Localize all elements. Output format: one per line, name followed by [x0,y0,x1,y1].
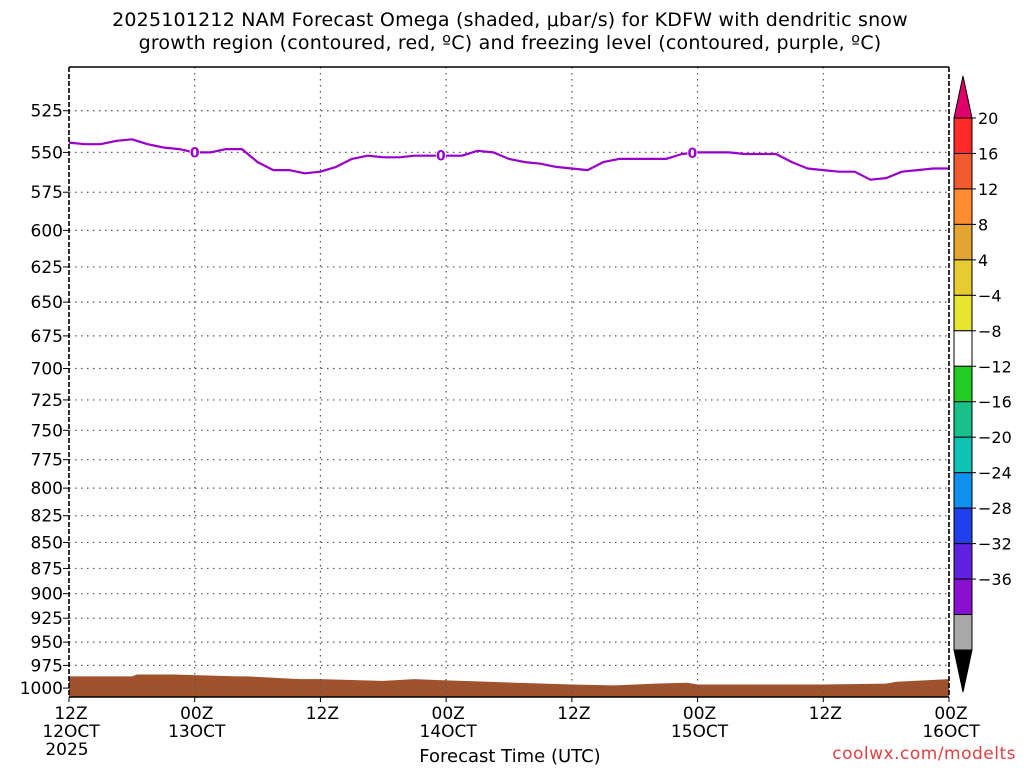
x-tick-date-label: 16OCT [922,722,980,742]
colorbar-label: 8 [978,215,988,234]
colorbar-segment [953,401,973,438]
colorbar-label: 16 [978,144,998,163]
y-tick-label: 550 [31,143,63,163]
colorbar-segment [953,294,973,332]
colorbar-segment [953,578,973,616]
colorbar-segment [953,152,973,190]
y-tick-label: 700 [31,359,63,379]
y-tick-label: 600 [31,221,63,241]
colorbar-segment [953,259,973,296]
x-tick-date-label: 13OCT [168,722,226,742]
colorbar-segment [953,188,973,225]
colorbar-segment [953,614,973,651]
y-tick-label: 1000 [20,679,63,699]
colorbar-segment [953,543,973,580]
colorbar-label: 4 [978,251,988,270]
colorbar-label: −36 [978,570,1012,589]
chart-title-line-2: growth region (contoured, red, ºC) and f… [138,32,882,54]
colorbar-top-arrow [953,75,973,119]
x-tick-date-label: 15OCT [671,722,729,742]
x-tick-label: 00Z [934,704,967,724]
colorbar-bottom-arrow [953,649,973,693]
y-tick-label: 825 [31,507,63,527]
y-tick-label: 525 [31,102,63,122]
y-tick-label: 875 [31,559,63,579]
contour-label-bg [687,144,698,159]
y-tick-label: 925 [31,609,63,629]
y-tick-label: 950 [31,633,63,653]
colorbar-segment [953,507,973,545]
x-tick-year-label: 2025 [45,740,88,760]
colorbar-label: −16 [978,393,1012,412]
contour-label: 0 [436,149,446,165]
y-tick-label: 800 [31,479,63,499]
y-tick-label: 850 [31,533,63,553]
y-tick-label: 900 [31,585,63,605]
colorbar-label: −12 [978,357,1012,376]
contour-label-bg [189,144,200,159]
colorbar-label: 12 [978,180,998,199]
chart-title-line-1: 2025101212 NAM Forecast Omega (shaded, μ… [112,9,908,31]
x-tick-date-label: 14OCT [420,722,478,742]
x-tick-date-label: 12OCT [42,722,100,742]
y-tick-label: 975 [31,656,63,676]
y-tick-label: 575 [31,183,63,203]
colorbar-segment [953,117,973,154]
colorbar-label: −28 [978,499,1012,518]
x-tick-label: 00Z [683,704,716,724]
freezing-level-contour [68,138,949,181]
x-tick-label: 12Z [809,704,842,724]
x-tick-label: 12Z [306,704,339,724]
colorbar-segment [953,330,973,367]
y-tick-label: 775 [31,451,63,471]
x-tick-label: 12Z [557,704,590,724]
colorbar-segment [953,472,973,509]
colorbar-label: −24 [978,464,1012,483]
colorbar-label: −4 [978,286,1002,305]
colorbar-label: 20 [978,109,998,128]
x-tick-label: 12Z [54,704,87,724]
contour-label-bg [435,147,446,162]
terrain-surface [69,674,949,697]
colorbar-segment [953,365,973,403]
contour-label: 0 [687,146,697,162]
y-tick-label: 675 [31,327,63,347]
y-tick-label: 625 [31,258,63,278]
x-axis-label: Forecast Time (UTC) [419,746,601,767]
x-tick-label: 00Z [432,704,465,724]
colorbar-segment [953,436,973,474]
x-tick-label: 00Z [180,704,213,724]
colorbar-label: −20 [978,428,1012,447]
source-credit: coolwx.com/modelts [832,744,1016,764]
colorbar-label: −8 [978,322,1002,341]
colorbar-segment [953,223,973,261]
y-tick-label: 650 [31,293,63,313]
colorbar-label: −32 [978,535,1012,554]
y-tick-label: 750 [31,421,63,441]
y-tick-label: 725 [31,391,63,411]
contour-label: 0 [190,145,200,161]
